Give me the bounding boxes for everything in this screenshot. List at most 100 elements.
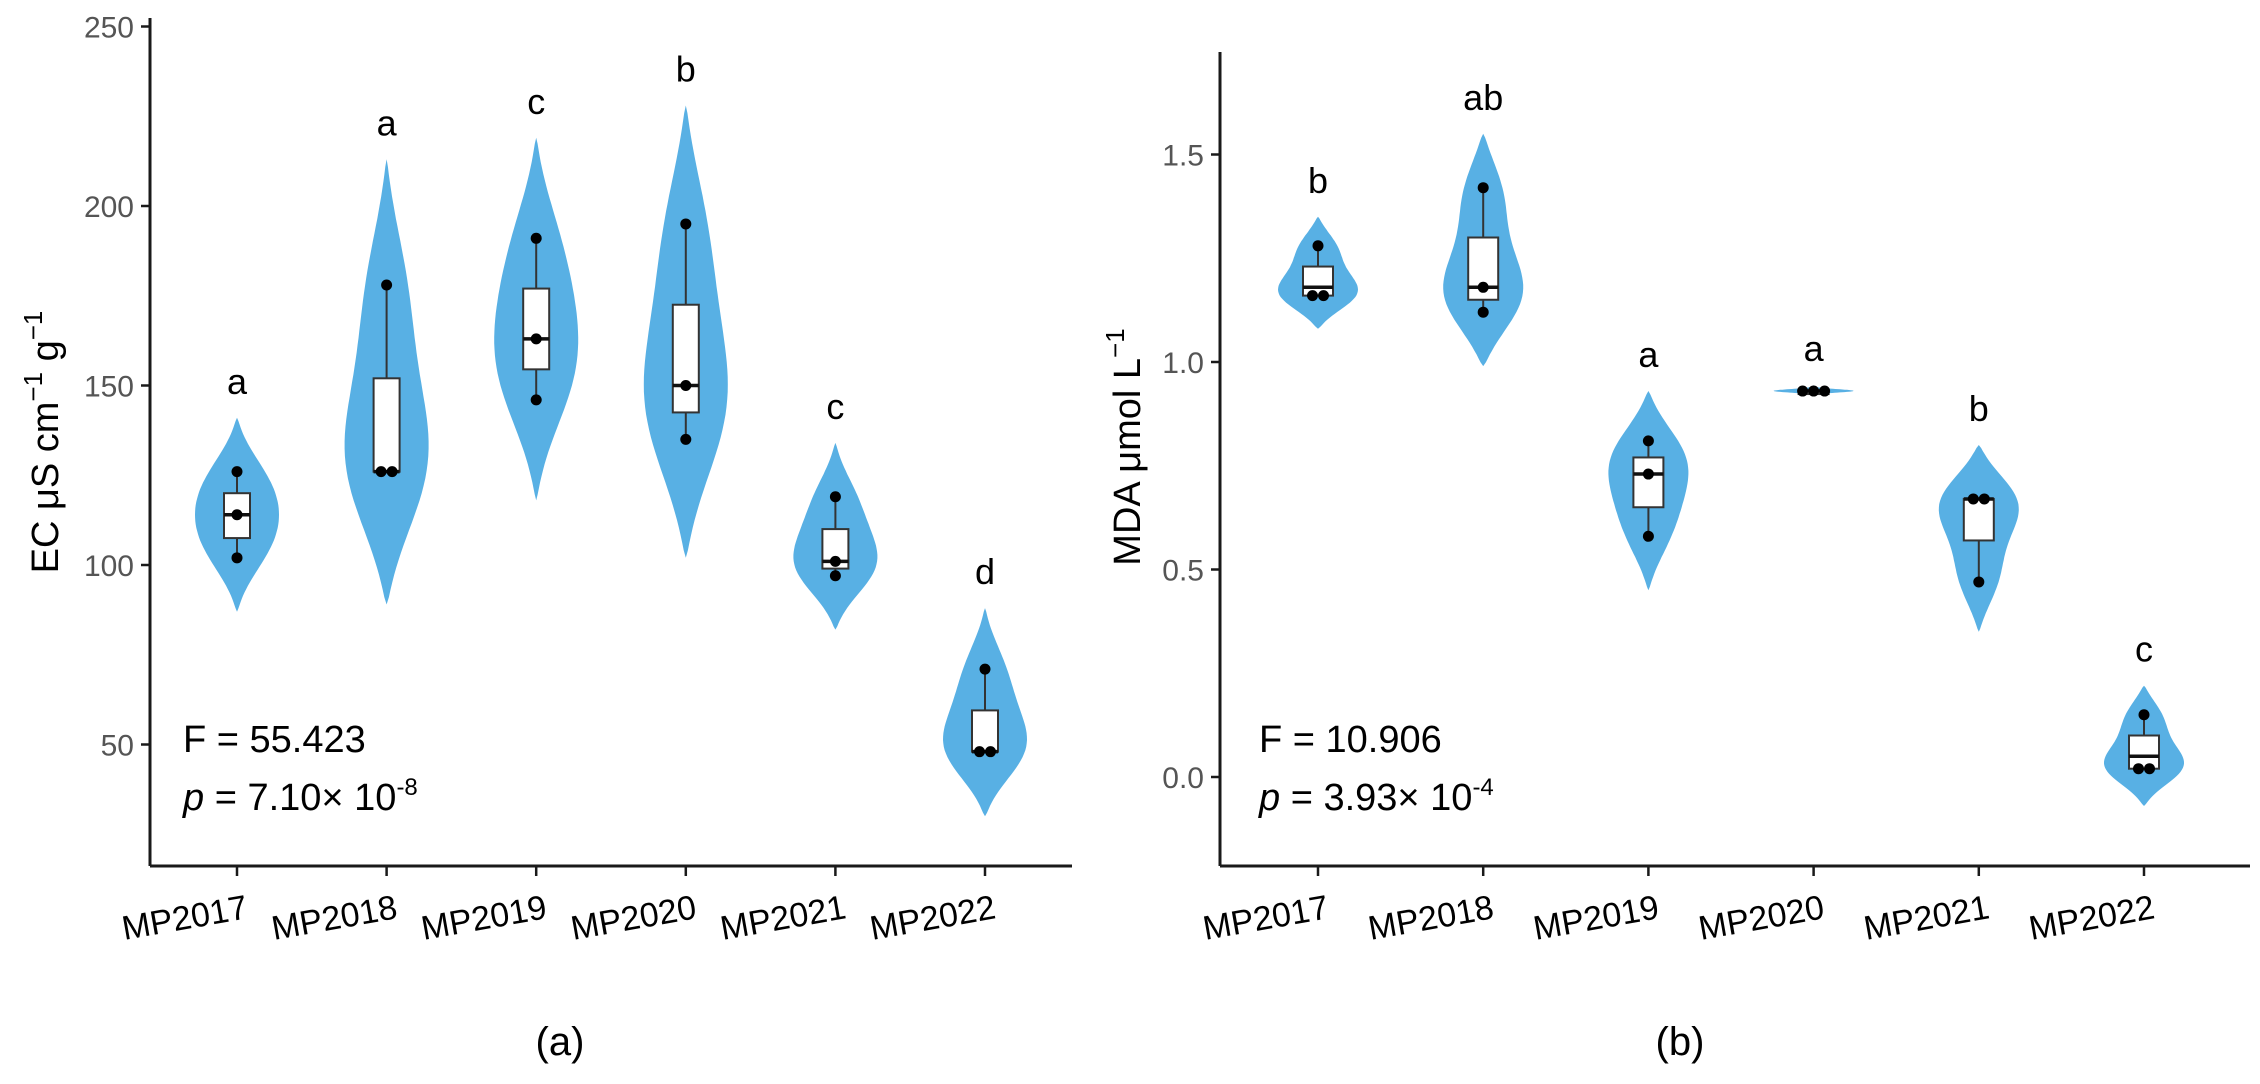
data-point	[530, 333, 542, 345]
data-point	[1318, 290, 1329, 302]
data-point	[1477, 281, 1489, 293]
box-MP2019	[1632, 456, 1665, 509]
data-point	[680, 218, 692, 230]
data-point	[829, 555, 841, 567]
data-point	[2144, 763, 2155, 775]
data-point	[375, 466, 387, 478]
y-axis-label-main: EC μS cm	[25, 402, 67, 574]
data-point	[231, 509, 243, 521]
data-point	[1978, 493, 1990, 505]
x-tick-label: MP2017	[119, 888, 250, 947]
data-point	[680, 380, 692, 391]
data-point	[1642, 530, 1654, 542]
significance-letter: c	[2135, 629, 2153, 670]
data-point	[386, 466, 398, 478]
y-tick-label: 50	[101, 730, 134, 763]
p-exponent: -4	[1472, 774, 1493, 801]
x-tick-label: MP2022	[867, 888, 998, 947]
data-point	[1797, 385, 1809, 397]
data-point	[1642, 468, 1654, 480]
data-point	[1312, 240, 1324, 252]
x-tick-label: MP2022	[2026, 888, 2157, 947]
p-value: p = 3.93× 10-4	[1258, 774, 1494, 819]
y-tick-label: 150	[84, 371, 134, 404]
box-MP2017	[1302, 265, 1334, 297]
significance-letter: ab	[1463, 77, 1503, 118]
panel-caption: (a)	[536, 1020, 585, 1064]
y-axis-label-main: MDA μmol L	[1107, 358, 1149, 566]
x-tick-label: MP2020	[1696, 888, 1827, 947]
data-point	[2133, 763, 2144, 775]
data-point	[979, 663, 991, 675]
data-point	[985, 746, 996, 758]
p-symbol: p	[1258, 777, 1280, 819]
data-point	[1967, 493, 1979, 505]
data-point	[1477, 182, 1489, 194]
x-tick-label: MP2018	[269, 888, 400, 947]
y-tick-label: 200	[84, 191, 134, 224]
x-tick-label: MP2019	[1530, 888, 1661, 947]
data-point	[1642, 435, 1654, 447]
p-base: 10	[1420, 777, 1473, 819]
panel-caption: (b)	[1656, 1020, 1705, 1064]
significance-letter: a	[1804, 328, 1825, 369]
data-point	[974, 746, 985, 758]
p-times-sign: ×	[1397, 777, 1419, 819]
data-point	[530, 232, 542, 244]
y-tick-label: 100	[84, 550, 134, 583]
significance-letter: c	[527, 81, 545, 122]
data-point	[530, 394, 542, 406]
significance-letter: c	[826, 386, 844, 427]
significance-letter: b	[676, 48, 696, 89]
data-point	[1477, 306, 1489, 318]
y-tick-label: 250	[84, 12, 134, 45]
box-MP2021	[1962, 497, 1995, 542]
x-tick-label: MP2021	[1861, 888, 1992, 947]
x-tick-label: MP2019	[418, 888, 549, 947]
data-point	[1808, 385, 1820, 397]
f-statistic: F = 55.423	[183, 719, 366, 761]
data-point	[829, 570, 841, 582]
p-exponent: -8	[396, 774, 417, 801]
box-MP2019	[522, 287, 551, 371]
y-tick-label: 1.5	[1162, 140, 1204, 173]
data-point	[231, 466, 243, 478]
p-value: p = 7.10× 10-8	[182, 774, 418, 819]
significance-letter: a	[377, 102, 398, 143]
panel-a-ec-chart: 50 100 150 200 250 MP2017 a MP2018 a MP2019 c MP202…	[18, 12, 1072, 1064]
p-value-number: = 7.10	[204, 777, 321, 819]
panel-b-mda-chart: 0.00.51.01.5MP2017bMP2018abMP2019aMP2020…	[1100, 52, 2250, 1064]
data-point	[1819, 385, 1831, 397]
y-axis-label-mid: g	[25, 340, 67, 372]
y-tick-label: 0.0	[1162, 762, 1204, 795]
y-axis-label-sup: −1	[1100, 328, 1130, 358]
significance-letter: d	[975, 551, 995, 592]
f-statistic: F = 10.906	[1259, 719, 1442, 761]
p-value-number: = 3.93	[1280, 777, 1397, 819]
y-axis-label-sup: −1	[18, 311, 48, 341]
box-MP2022	[2128, 734, 2160, 770]
p-times-sign: ×	[321, 777, 343, 819]
y-axis-label: EC μS cm−1 g−1	[18, 311, 67, 574]
data-point	[381, 279, 393, 291]
significance-letter: b	[1969, 388, 1989, 429]
data-point	[680, 433, 692, 445]
significance-letter: b	[1308, 160, 1328, 201]
significance-letter: a	[1638, 334, 1659, 375]
box-MP2020	[671, 303, 700, 414]
box-MP2018	[372, 377, 401, 473]
x-tick-label: MP2021	[717, 888, 848, 947]
x-tick-label: MP2018	[1365, 888, 1496, 947]
y-tick-label: 0.5	[1162, 555, 1204, 588]
data-point	[231, 552, 243, 564]
y-tick-label: 1.0	[1162, 347, 1204, 380]
data-point	[1973, 576, 1985, 588]
x-tick-label: MP2017	[1200, 888, 1331, 947]
x-tick-label: MP2020	[568, 888, 699, 947]
y-axis-label: MDA μmol L−1	[1100, 328, 1149, 565]
data-point	[1307, 290, 1318, 302]
data-point	[829, 491, 841, 503]
significance-letter: a	[227, 361, 248, 402]
p-base: 10	[344, 777, 397, 819]
